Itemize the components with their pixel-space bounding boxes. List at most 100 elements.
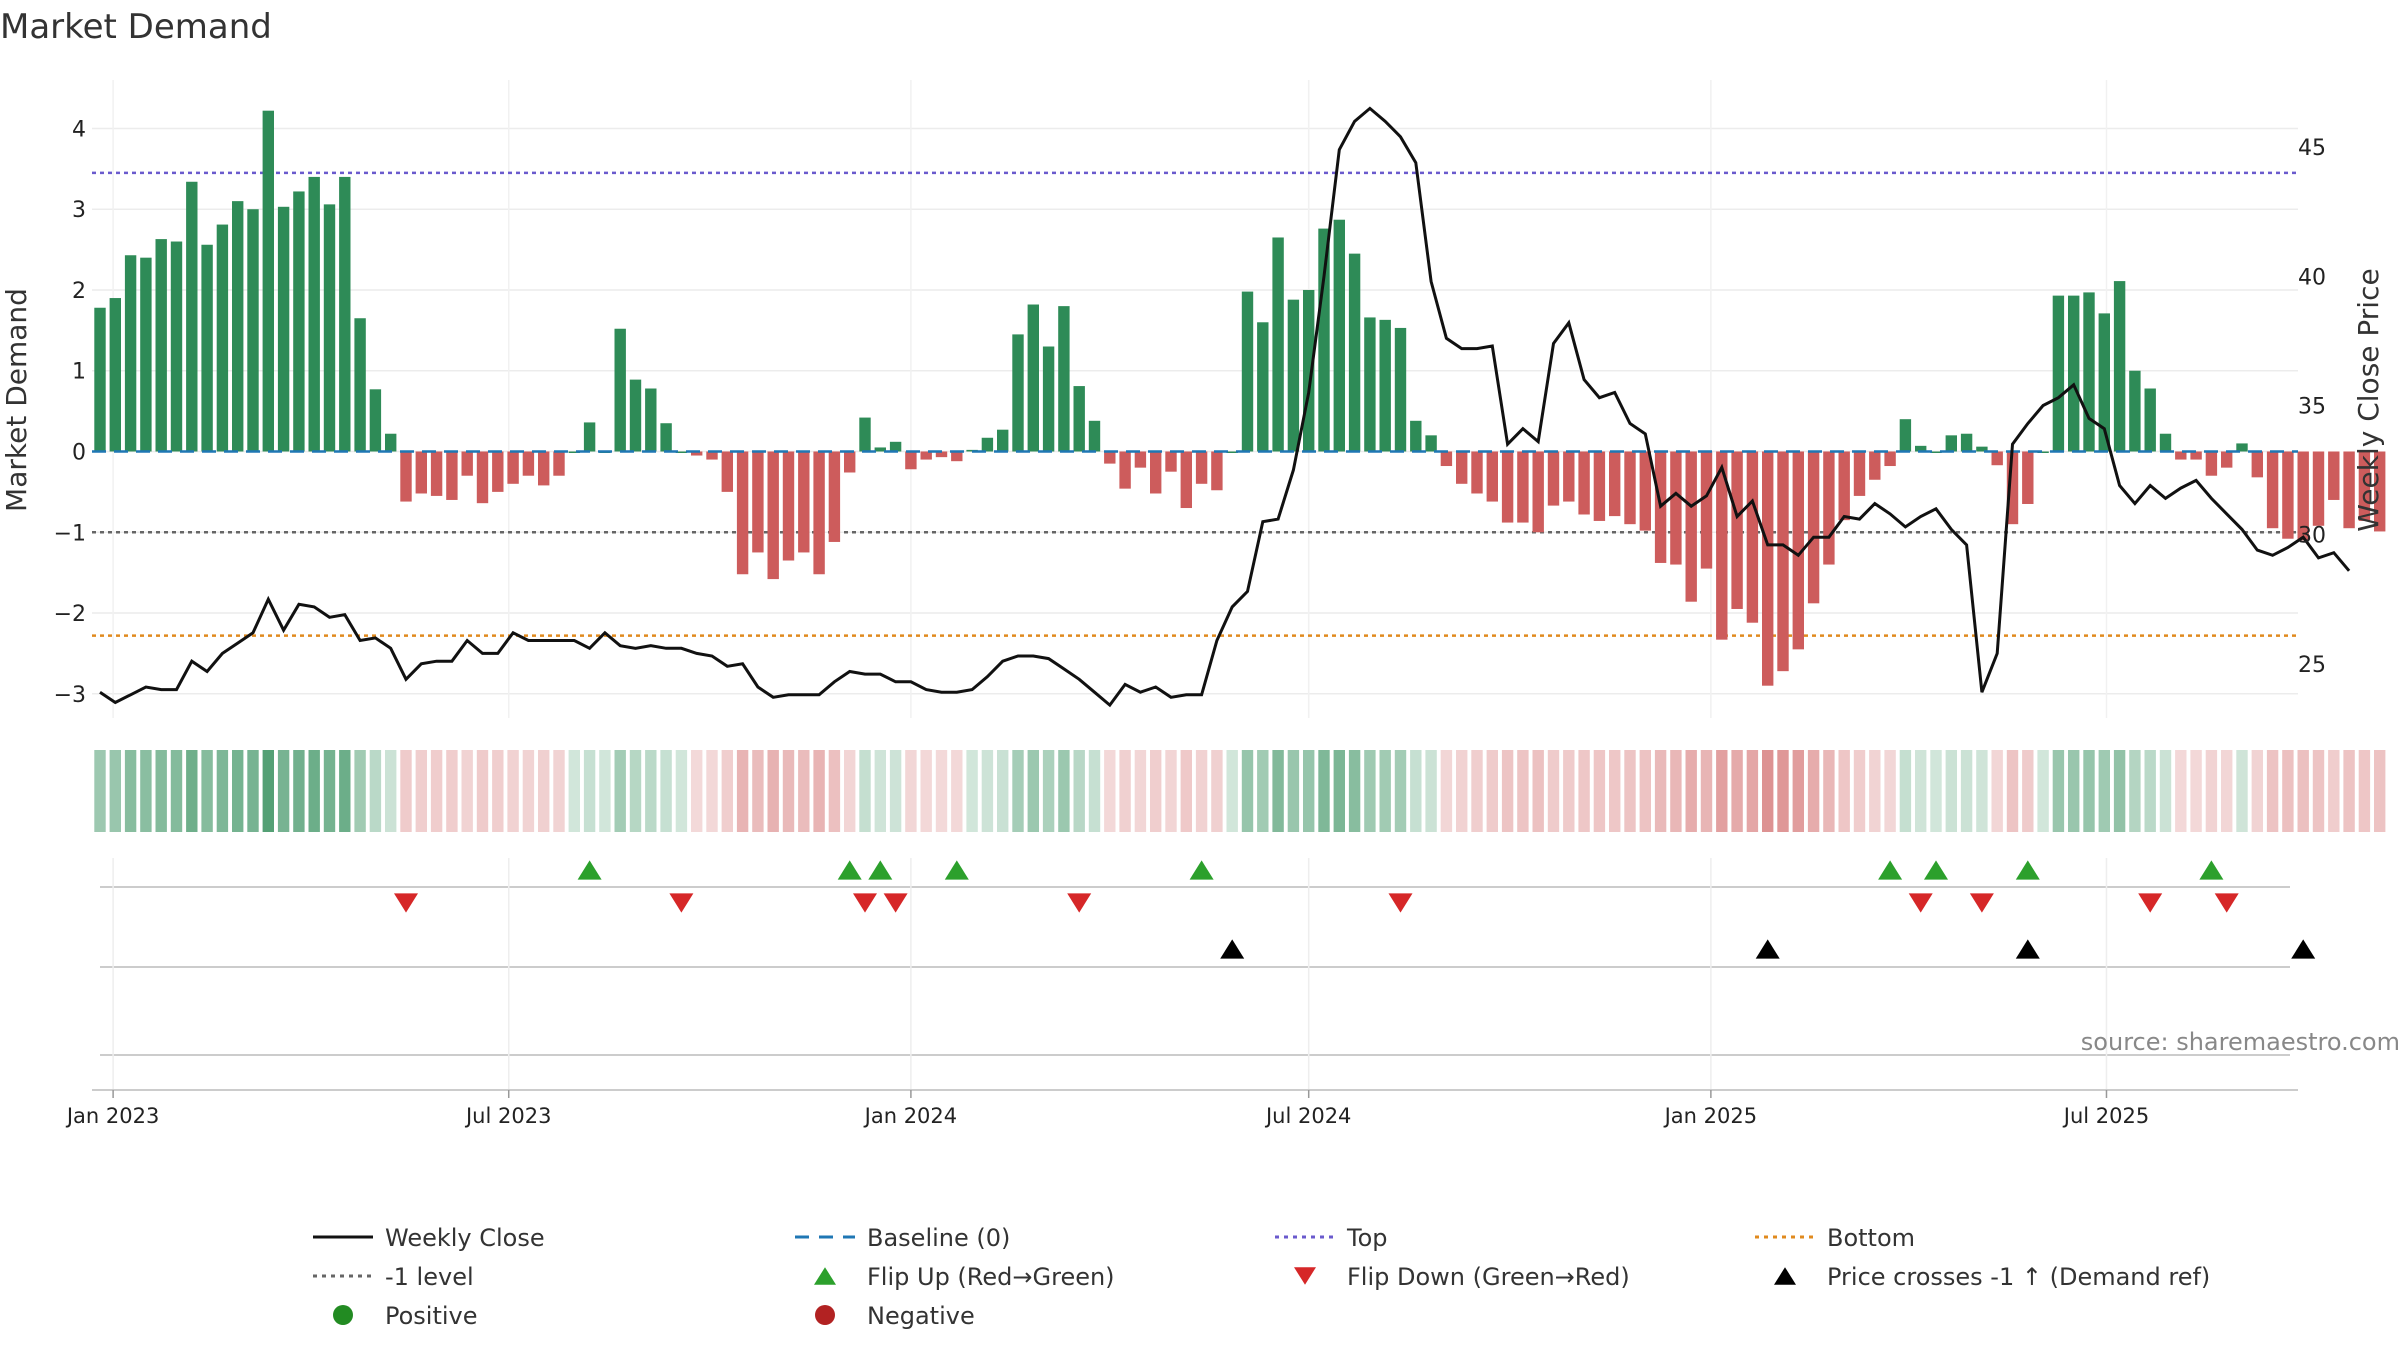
strip-cell <box>385 750 397 832</box>
demand-bar <box>1027 304 1039 452</box>
legend-swatch <box>1774 1267 1796 1285</box>
legend-label: Bottom <box>1827 1224 1915 1252</box>
strip-cell <box>339 750 351 832</box>
flip-down-marker <box>1067 893 1092 913</box>
demand-bar <box>1364 317 1376 452</box>
x-tick-label: Jul 2023 <box>464 1104 551 1128</box>
demand-bar <box>2312 451 2325 526</box>
strip-cell <box>553 750 565 832</box>
strip-cell <box>1471 750 1483 832</box>
demand-bar <box>1670 451 1682 565</box>
legend-item: Negative <box>815 1302 975 1330</box>
strip-cell <box>782 750 795 832</box>
demand-bar <box>1211 451 1223 491</box>
strip-cell <box>1853 750 1866 832</box>
demand-bar <box>1976 446 1988 452</box>
demand-bar <box>1501 451 1514 523</box>
demand-bar <box>1731 451 1743 609</box>
demand-bar <box>1807 451 1820 604</box>
legend-label: Top <box>1346 1224 1388 1252</box>
strip-cell <box>430 750 443 832</box>
strip-cell <box>1731 750 1743 832</box>
x-tick-label: Jan 2023 <box>65 1104 160 1128</box>
reference-lines <box>92 171 2298 637</box>
strip-cell <box>1303 750 1315 832</box>
strip-cell <box>798 750 810 832</box>
strip-cell <box>186 750 198 832</box>
strip-cell <box>1700 750 1713 832</box>
y-tick-label: −2 <box>54 602 86 627</box>
legend-item: Baseline (0) <box>795 1224 1010 1252</box>
strip-cell <box>2129 750 2141 832</box>
strip-cell <box>507 750 519 832</box>
strip-cell <box>538 750 550 832</box>
strip-cell <box>599 750 611 832</box>
demand-bar <box>1394 327 1407 452</box>
legend-label: -1 level <box>385 1263 474 1291</box>
demand-bar <box>1119 451 1131 489</box>
strip-cell <box>1425 750 1437 832</box>
demand-bar <box>859 417 871 452</box>
strip-cell <box>1777 750 1789 832</box>
demand-bar <box>1563 451 1575 502</box>
demand-bar <box>1792 451 1804 650</box>
strip-cell <box>216 750 229 832</box>
demand-bar <box>905 451 917 470</box>
strip-cell <box>1501 750 1514 832</box>
strip-cell <box>1624 750 1636 832</box>
strip-cell <box>1945 750 1957 832</box>
demand-bar <box>216 224 229 452</box>
legend-swatch <box>814 1267 836 1285</box>
demand-bar <box>354 318 366 452</box>
strip-cell <box>920 750 932 832</box>
strip-cell <box>124 750 137 832</box>
demand-bar <box>247 209 259 452</box>
demand-bar <box>1165 451 1177 472</box>
flip-up-marker <box>1878 860 1903 880</box>
strip-cell <box>1670 750 1682 832</box>
demand-bar <box>262 110 274 452</box>
y2-axis-label: Weekly Close Price <box>2352 268 2385 531</box>
demand-bar <box>981 437 994 452</box>
demand-bar <box>2374 451 2386 532</box>
strip-cell <box>2037 750 2049 832</box>
strip-cell <box>1410 750 1422 832</box>
strip-cell <box>1226 750 1238 832</box>
strip-cell <box>1257 750 1269 832</box>
demand-bar <box>1639 451 1651 531</box>
demand-bar <box>1823 451 1835 565</box>
strip-cell <box>675 750 688 832</box>
strip-cell <box>889 750 902 832</box>
demand-bar <box>323 204 336 452</box>
flip-down-marker <box>394 893 418 913</box>
demand-bar <box>201 244 213 452</box>
strip-cell <box>1134 750 1147 832</box>
demand-bar <box>1777 451 1789 672</box>
strip-cell <box>262 750 274 832</box>
legend-swatch <box>815 1305 835 1325</box>
demand-bar <box>538 451 550 486</box>
demand-bar <box>1042 346 1055 452</box>
strip-cell <box>94 750 106 832</box>
strip-cell <box>1899 750 1912 832</box>
strip-cell <box>874 750 886 832</box>
demand-bar <box>1440 451 1453 467</box>
strip-cell <box>247 750 259 832</box>
legend-label: Flip Down (Green→Red) <box>1347 1263 1630 1291</box>
strip-cell <box>1486 750 1498 832</box>
strip-cell <box>1012 750 1024 832</box>
demand-bar <box>1578 451 1590 515</box>
flip-up-marker <box>868 860 893 880</box>
strip-cell <box>1180 750 1192 832</box>
strip-cell <box>2312 750 2325 832</box>
x-tick-label: Jan 2024 <box>863 1104 958 1128</box>
demand-bar <box>2068 295 2080 452</box>
strip-cell <box>2297 750 2309 832</box>
demand-bar <box>1884 451 1896 467</box>
demand-bar <box>2175 451 2187 460</box>
source-label: source: sharemaestro.com <box>2081 1028 2400 1056</box>
demand-bar <box>553 451 565 476</box>
strip-cell <box>354 750 366 832</box>
y-tick-label: −1 <box>54 521 86 546</box>
strip-cell <box>1654 750 1667 832</box>
